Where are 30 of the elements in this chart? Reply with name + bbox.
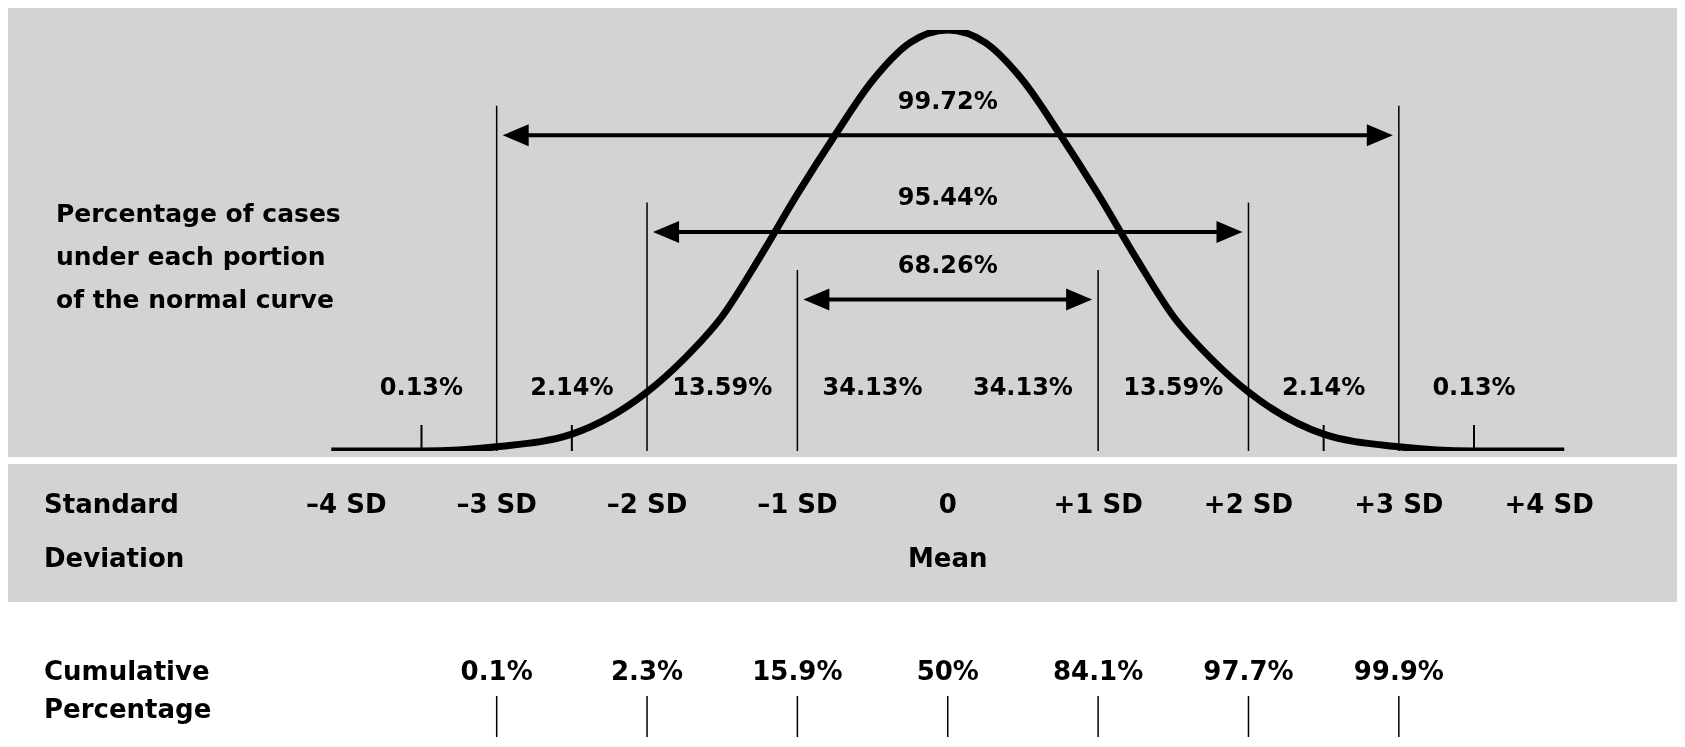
annotation: 2.3%: [610, 655, 684, 686]
annotation: 84.1%: [1053, 655, 1144, 686]
annotation: 2.14%: [530, 372, 614, 401]
annotation: 13.59%: [1123, 372, 1224, 401]
annotation: 68.26%: [897, 250, 998, 279]
x-tick-label: –3 SD: [456, 488, 537, 519]
text: Cumulative Percentage: [44, 655, 212, 724]
annotation: 15.9%: [752, 655, 843, 686]
annotation: 0.13%: [1432, 372, 1516, 401]
annotation: 99.72%: [897, 86, 998, 115]
x-tick-label: –4 SD: [306, 488, 387, 519]
annotation: 97.7%: [1203, 655, 1294, 686]
x-axis-title: Standard Deviation: [44, 488, 185, 573]
annotation: Percentage of cases under each portion of the normal curve: [56, 199, 341, 314]
x-tick-label: –2 SD: [606, 488, 688, 519]
x-tick-label: +2 SD: [1203, 488, 1294, 519]
x-tick-label: +1 SD: [1053, 488, 1143, 519]
x-tick-label: –1 SD: [757, 488, 838, 519]
annotation: 34.13%: [822, 372, 923, 401]
annotation: 34.13%: [972, 372, 1073, 401]
x-tick-label: +4 SD: [1504, 488, 1594, 519]
annotation: 13.59%: [672, 372, 773, 401]
x-tick-label: +3 SD: [1354, 488, 1444, 519]
annotation: 99.9%: [1353, 655, 1444, 686]
x-tick-label: 0 Mean: [907, 488, 988, 573]
annotation: 95.44%: [897, 183, 998, 212]
annotation: 0.13%: [379, 372, 464, 401]
annotation: 2.14%: [1282, 372, 1366, 401]
annotation: 0.1%: [460, 655, 533, 686]
annotation: 50%: [916, 655, 979, 686]
